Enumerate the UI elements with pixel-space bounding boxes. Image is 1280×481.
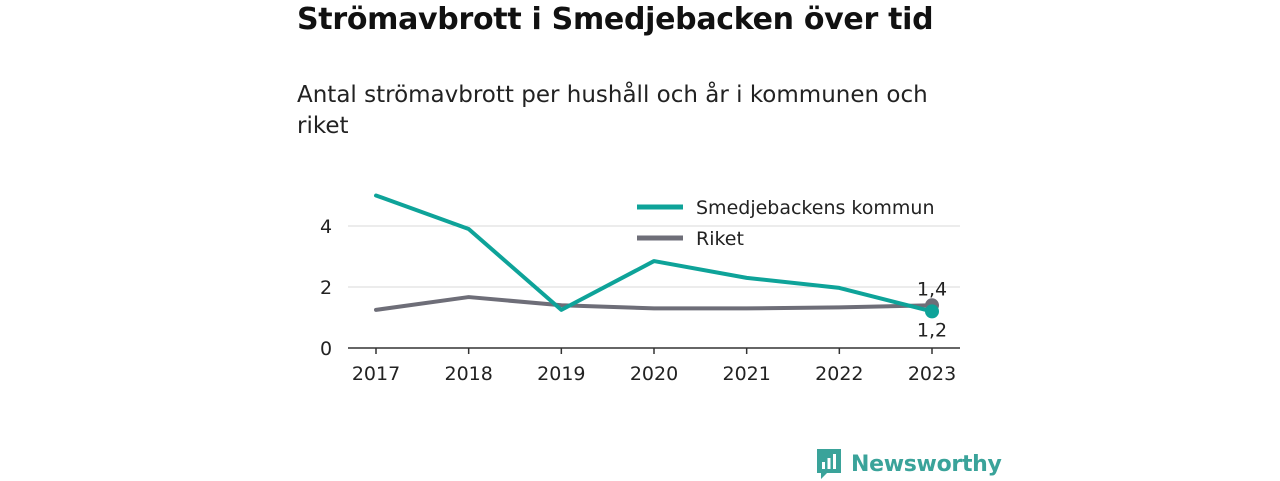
chart-subtitle: Antal strömavbrott per hushåll och år i … [297, 82, 928, 139]
data-label-smedjebacken: 1,2 [917, 319, 947, 341]
legend-label: Smedjebackens kommun [696, 197, 934, 219]
data-label-riket: 1,4 [917, 278, 947, 300]
x-axis [348, 347, 960, 354]
x-tick-labels: 2017 2018 2019 2020 2021 2022 2023 [352, 363, 956, 385]
legend-label: Riket [696, 228, 744, 250]
series-line-riket [374, 295, 934, 312]
y-tick-label: 4 [320, 216, 332, 238]
legend-bg [620, 228, 950, 250]
x-tick-label: 2017 [352, 363, 400, 385]
newsworthy-logo-text: Newsworthy [851, 451, 1002, 477]
x-tick-label: 2018 [444, 363, 492, 385]
x-tick-label: 2023 [908, 363, 956, 385]
x-tick-label: 2022 [815, 363, 863, 385]
grid [348, 225, 960, 288]
series-line-smedjebacken [374, 193, 934, 314]
series-end-point-smedjebacken [925, 304, 939, 319]
y-tick-label: 0 [320, 338, 332, 360]
y-axis: 0 2 4 [320, 216, 332, 360]
newsworthy-logo: Newsworthy [815, 447, 1002, 481]
series [374, 193, 939, 319]
y-tick-label: 2 [320, 277, 332, 299]
end-labels: 1,4 1,2 [917, 278, 947, 341]
chart-title: Strömavbrott i Smedjebacken över tid [297, 2, 934, 37]
x-tick-label: 2021 [722, 363, 770, 385]
x-tick-label: 2020 [630, 363, 678, 385]
x-tick-label: 2019 [537, 363, 585, 385]
legend-bg [620, 197, 950, 219]
newsworthy-logo-icon [817, 449, 841, 479]
legend: Smedjebackens kommun Riket [620, 197, 950, 250]
